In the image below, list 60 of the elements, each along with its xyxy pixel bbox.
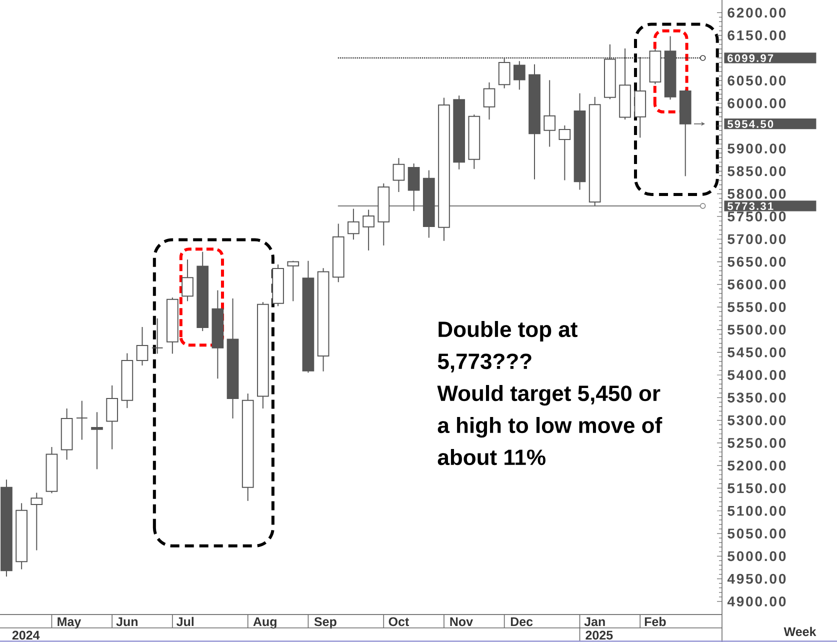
x-tick-label: Jul bbox=[176, 616, 194, 626]
y-tick-label: 5400.00 bbox=[728, 370, 786, 380]
candlestick bbox=[91, 412, 103, 470]
x-axis-title: Week bbox=[784, 626, 816, 636]
ref-line-label: 6099.97 bbox=[728, 54, 774, 62]
candlestick bbox=[182, 259, 194, 302]
x-tick-label: Jan bbox=[584, 617, 605, 626]
y-tick-label: 5050.00 bbox=[728, 528, 786, 538]
y-tick-label: 6050.00 bbox=[728, 76, 786, 86]
candlestick bbox=[348, 208, 360, 240]
y-tick-label: 5000.00 bbox=[728, 551, 786, 562]
y-tick-label: 5300.00 bbox=[728, 415, 786, 426]
candlestick bbox=[76, 400, 88, 440]
candlestick bbox=[483, 82, 496, 120]
candlestick bbox=[151, 318, 164, 354]
y-tick-label: 5450.00 bbox=[728, 347, 786, 358]
y-tick-label: 5650.00 bbox=[728, 256, 786, 267]
text: 5954.50 bbox=[728, 120, 774, 128]
y-tick-label: 5200.00 bbox=[728, 460, 786, 471]
x-tick-label: Feb bbox=[644, 616, 666, 626]
y-tick-label: 5850.00 bbox=[728, 166, 786, 176]
x2-tick-label: 2025 bbox=[586, 630, 613, 640]
candlestick bbox=[513, 60, 526, 90]
y-tick-label: 5250.00 bbox=[728, 438, 786, 448]
y-tick-label: 5100.00 bbox=[728, 506, 786, 516]
y-tick-label: 5900.00 bbox=[728, 144, 786, 154]
y-tick-label: 5550.00 bbox=[728, 302, 786, 312]
x-tick-label: May bbox=[58, 617, 82, 629]
x-tick-label: Sep bbox=[314, 617, 336, 629]
ref-line-label: 5773.31 bbox=[728, 202, 774, 210]
candlestick bbox=[392, 158, 405, 193]
x-tick-label: Nov bbox=[450, 617, 473, 626]
y-tick-label: 6200.00 bbox=[728, 8, 786, 18]
x2-tick-label: 2024 bbox=[12, 630, 40, 640]
y-tick-label: 4950.00 bbox=[727, 574, 786, 584]
y-tick-label: 5800.00 bbox=[728, 188, 786, 199]
y-tick-label: 6150.00 bbox=[728, 30, 786, 40]
candlestick bbox=[498, 57, 510, 89]
x-tick-label: Dec bbox=[510, 617, 533, 626]
y-tick-label: 5750.00 bbox=[728, 212, 786, 222]
candlestick bbox=[544, 80, 556, 148]
annotation: Double top at 5,773??? bbox=[438, 320, 578, 372]
y-tick-label: 5150.00 bbox=[728, 483, 786, 494]
candlestick bbox=[362, 209, 374, 251]
candlestick bbox=[136, 326, 148, 366]
candlestick bbox=[558, 124, 571, 181]
y-tick-label: 4900.00 bbox=[727, 596, 786, 606]
y-tick-label: 5350.00 bbox=[728, 392, 786, 403]
candlestick bbox=[408, 162, 420, 212]
candlestick bbox=[287, 260, 300, 302]
y-tick-label: 5700.00 bbox=[728, 234, 786, 244]
y-tick-label: 6000.00 bbox=[728, 98, 786, 108]
x-tick-label: Aug bbox=[253, 617, 276, 629]
y-tick-label: 5500.00 bbox=[728, 324, 786, 335]
x-tick-label: Oct bbox=[388, 617, 409, 626]
y-tick-label: 5600.00 bbox=[728, 279, 786, 290]
candlestick bbox=[30, 492, 43, 551]
x-tick-label: Jun bbox=[116, 617, 138, 626]
annotation: Would target 5,450 or a high to low move of about 11% bbox=[437, 384, 662, 466]
candlestick bbox=[106, 384, 118, 450]
